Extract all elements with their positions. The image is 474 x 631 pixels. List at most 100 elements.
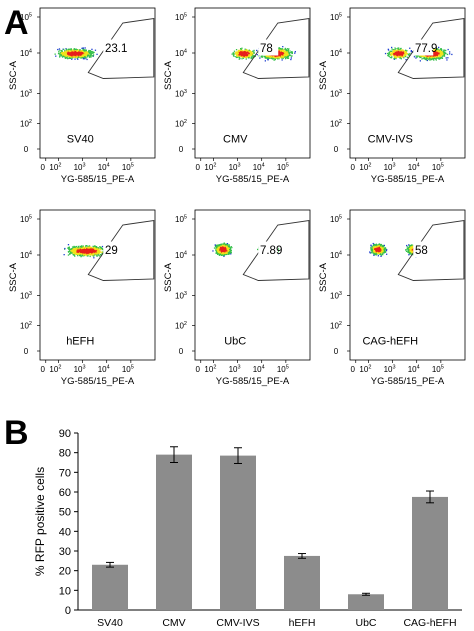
scatter-point <box>253 55 255 57</box>
scatter-point <box>435 57 437 59</box>
scatter-point <box>60 52 63 54</box>
scatter-point <box>96 252 98 254</box>
scatter-point <box>429 57 432 59</box>
scatter-point <box>415 57 417 59</box>
scatter-point <box>89 255 91 258</box>
scatter-point <box>74 51 76 53</box>
scatter-point <box>93 51 95 54</box>
scatter-point <box>274 55 276 57</box>
scatter-point <box>76 52 78 55</box>
scatter-point <box>70 250 72 252</box>
x-tick-label: 104 <box>253 163 265 173</box>
scatter-point <box>399 57 401 59</box>
scatter-point <box>94 248 96 250</box>
scatter-point <box>287 52 289 54</box>
scatter-point <box>434 58 437 60</box>
scatter-point <box>390 51 392 53</box>
scatter-point <box>272 58 274 60</box>
scatter-point <box>235 52 237 54</box>
y-tick-exponent: 5 <box>184 13 187 19</box>
x-tick-label: 104 <box>98 163 110 173</box>
scatter-point <box>278 47 280 49</box>
scatter-point <box>74 249 76 252</box>
scatter-point <box>87 252 89 254</box>
scatter-point <box>409 47 411 49</box>
scatter-point <box>288 48 290 50</box>
scatter-point <box>78 55 80 57</box>
scatter-point <box>83 55 86 57</box>
scatter-point <box>425 54 427 57</box>
x-tick-base: 10 <box>74 365 83 374</box>
scatter-point <box>288 53 291 55</box>
scatter-point <box>92 249 94 251</box>
scatter-point <box>87 246 89 248</box>
scatter-point <box>59 54 61 56</box>
scatter-point <box>422 57 424 59</box>
scatter-point <box>441 50 443 52</box>
scatter-point <box>419 55 421 57</box>
scatter-point <box>70 51 72 53</box>
scatter-point <box>87 245 89 247</box>
scatter-point <box>92 52 94 54</box>
scatter-point <box>71 251 73 253</box>
y-tick-base: 10 <box>20 90 29 99</box>
scatter-points <box>54 47 98 61</box>
scatter-point <box>280 51 282 54</box>
scatter-point <box>85 252 87 254</box>
scatter-point <box>240 50 242 52</box>
scatter-point <box>259 57 261 59</box>
scatter-point <box>98 251 100 253</box>
scatter-point <box>419 60 421 62</box>
scatter-point <box>248 50 251 52</box>
scatter-point <box>64 53 66 55</box>
scatter-point <box>65 56 67 58</box>
scatter-point <box>404 51 406 53</box>
scatter-point <box>235 51 237 53</box>
scatter-point <box>78 250 80 252</box>
scatter-point <box>406 53 408 55</box>
scatter-point <box>83 53 85 55</box>
scatter-point <box>240 48 242 50</box>
scatter-point <box>278 50 280 53</box>
scatter-point <box>425 58 427 60</box>
scatter-point <box>87 54 89 56</box>
scatter-point <box>70 57 72 59</box>
scatter-point <box>251 51 253 53</box>
scatter-point <box>59 49 61 51</box>
scatter-point <box>251 52 254 54</box>
scatter-point <box>397 49 399 51</box>
scatter-point <box>271 55 273 57</box>
scatter-point <box>282 55 284 57</box>
scatter-point <box>400 55 402 57</box>
scatter-point <box>99 250 101 252</box>
scatter-point <box>423 55 425 57</box>
scatter-point <box>86 250 88 252</box>
scatter-point <box>93 251 95 253</box>
scatter-point <box>237 51 239 53</box>
scatter-point <box>438 57 440 59</box>
scatter-point <box>435 51 438 53</box>
scatter-point <box>436 57 438 59</box>
scatter-point <box>396 52 398 54</box>
scatter-point <box>92 55 94 57</box>
panel-a-label: A <box>4 4 29 42</box>
scatter-point <box>399 52 401 54</box>
scatter-point <box>436 50 438 52</box>
scatter-point <box>286 50 288 52</box>
scatter-point <box>395 55 397 57</box>
scatter-point <box>287 49 289 51</box>
scatter-point <box>66 55 68 57</box>
scatter-point <box>276 56 278 58</box>
scatter-point <box>282 52 284 55</box>
scatter-point <box>438 49 441 51</box>
scatter-point <box>62 53 64 55</box>
x-tick-exponent: 5 <box>131 163 134 169</box>
scatter-point <box>79 253 82 255</box>
y-tick-base: 0 <box>24 145 29 154</box>
scatter-point <box>440 57 442 59</box>
scatter-point <box>237 54 239 56</box>
scatter-point <box>67 247 69 249</box>
x-tick-base: 10 <box>122 365 131 374</box>
